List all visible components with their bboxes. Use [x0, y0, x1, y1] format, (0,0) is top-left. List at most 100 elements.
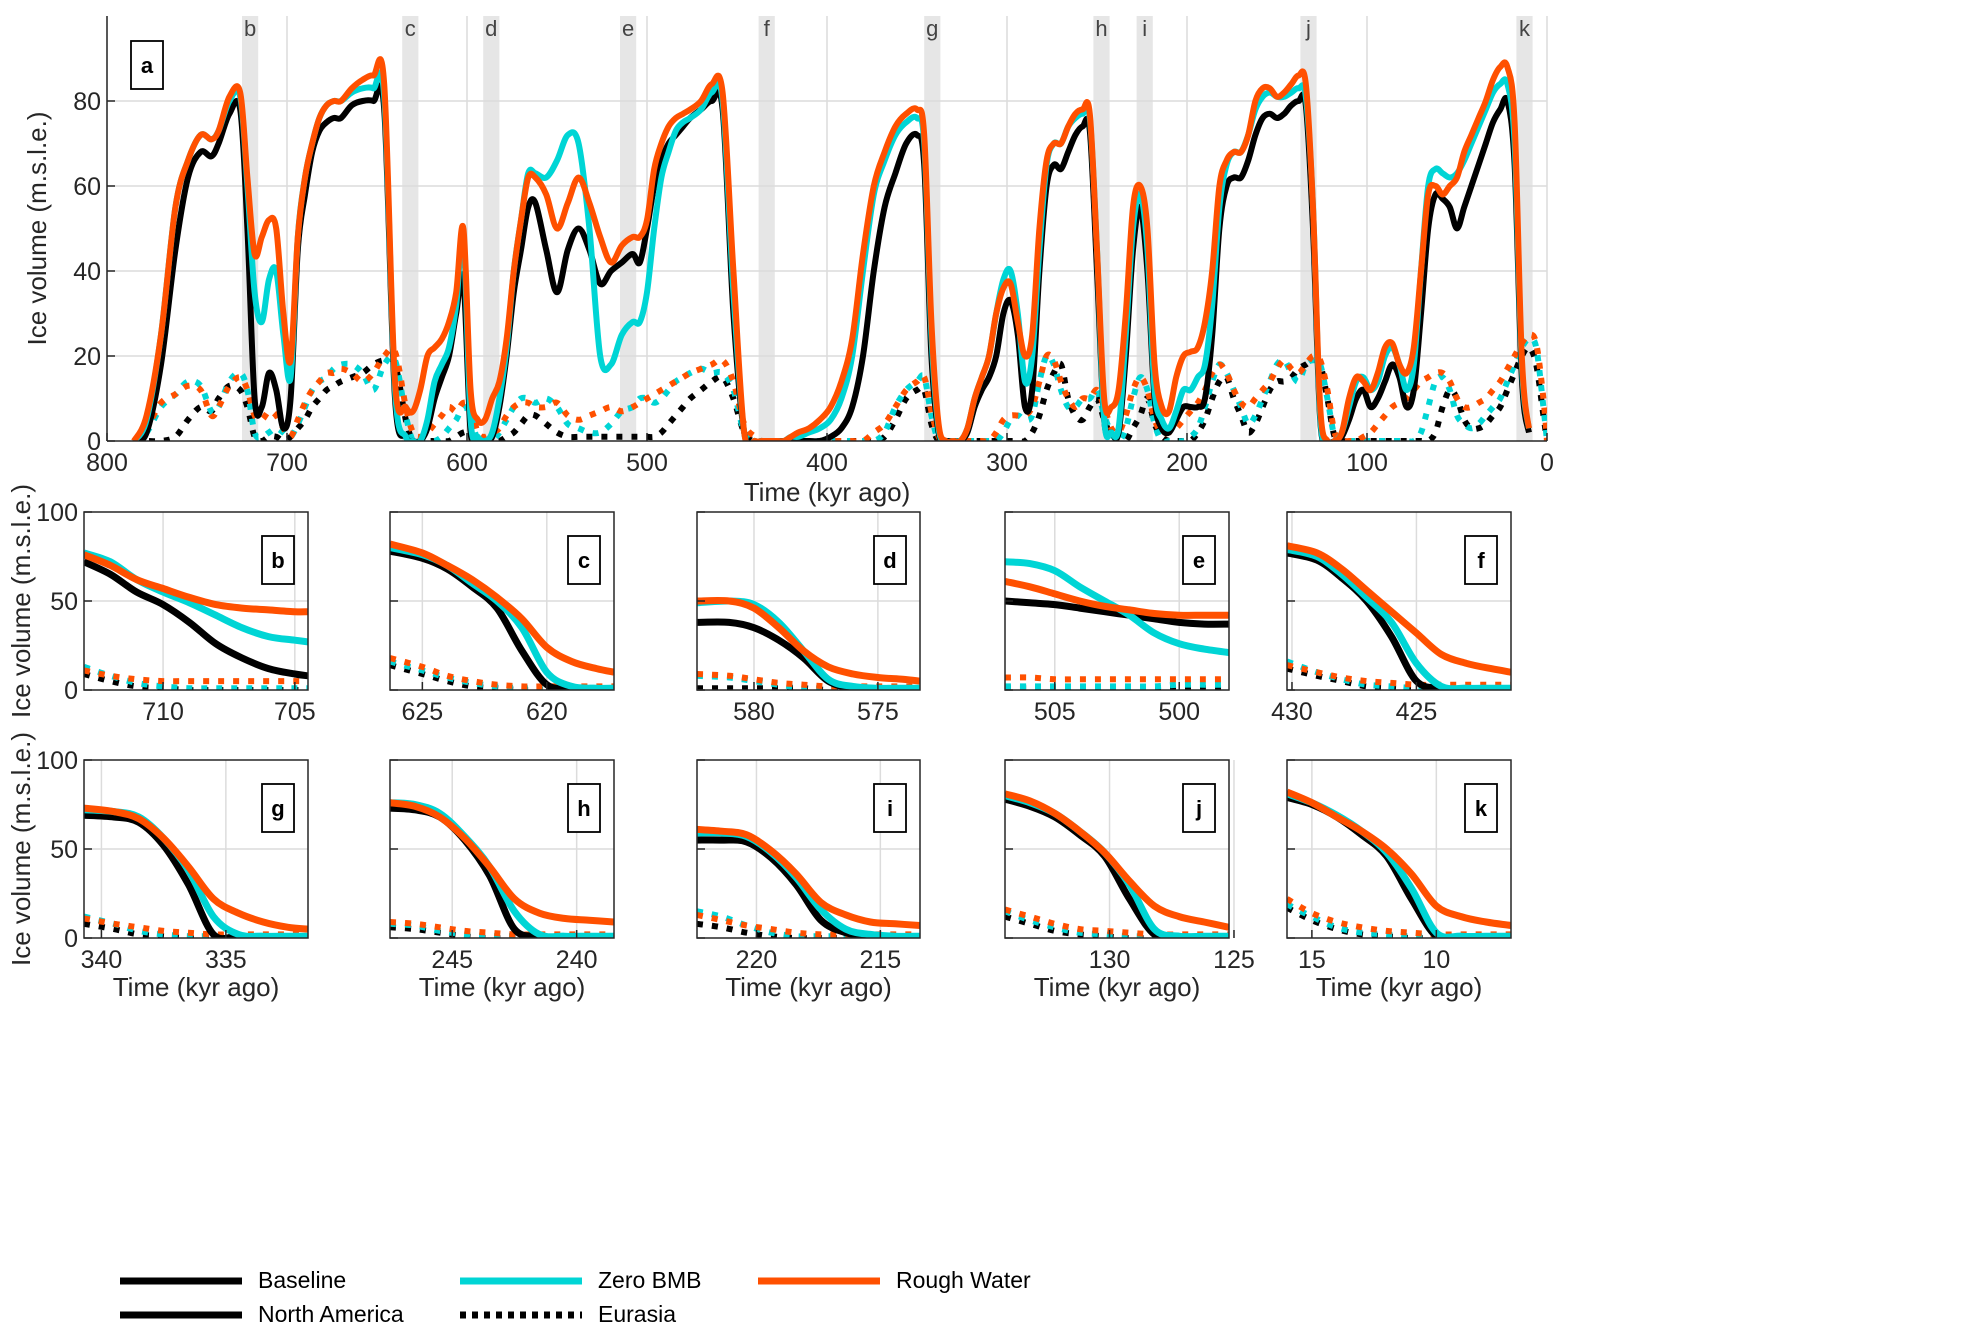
panel-label-box — [567, 783, 601, 833]
y-tick-label: 20 — [73, 343, 101, 371]
series-group — [131, 56, 1547, 441]
series-line-rough-water-north-america- — [1287, 542, 1511, 676]
panel-label: g — [271, 796, 284, 821]
x-tick-label: 575 — [857, 698, 899, 726]
panel-label-box — [261, 783, 295, 833]
series-line-baseline-north-america- — [84, 811, 308, 938]
x-tick-label: 705 — [274, 698, 316, 726]
panel-label-box — [1464, 783, 1498, 833]
y-tick-label: 50 — [50, 836, 78, 864]
y-tick-label: 80 — [73, 88, 101, 116]
x-axis-label: Time (kyr ago) — [1316, 972, 1483, 1002]
series-group — [697, 825, 920, 938]
x-tick-label: 340 — [81, 946, 123, 974]
series-group — [1005, 790, 1229, 938]
interval-label-f: f — [764, 16, 771, 41]
series-line-rough-water-north-america- — [390, 540, 614, 676]
legend-label: Rough Water — [896, 1267, 1031, 1293]
shaded-interval-e — [620, 16, 637, 441]
panel-a: b c d e f g h i j k 0 20 40 60 80 800 700 600 500 400 300 200… — [22, 16, 1554, 507]
x-tick-label: 335 — [205, 946, 247, 974]
y-tick-label: 50 — [50, 588, 78, 616]
y-tick-label: 60 — [73, 173, 101, 201]
series-group — [84, 549, 308, 690]
y-tick-label: 0 — [64, 925, 78, 953]
panel-label-box — [873, 535, 907, 585]
y-axis-label: Ice volume (m.s.l.e.) — [22, 111, 52, 345]
series-line-baseline-eurasia- — [697, 685, 920, 690]
x-tick-label: 710 — [142, 698, 184, 726]
shaded-interval-f — [758, 16, 775, 441]
series-line-rough-water-eurasia- — [84, 667, 308, 685]
interval-label-i: i — [1142, 16, 1147, 41]
series-line-rough-water-north-america- — [84, 804, 308, 933]
x-tick-label: 580 — [733, 698, 775, 726]
x-tick-label: 300 — [986, 449, 1028, 477]
panel-label-box — [1182, 783, 1216, 833]
series-group — [697, 596, 920, 690]
interval-label-k: k — [1519, 16, 1531, 41]
panel-label: j — [1195, 796, 1202, 821]
y-tick-label: 100 — [36, 747, 78, 775]
panel-label-box — [1464, 535, 1498, 585]
interval-label-e: e — [622, 16, 634, 41]
series-group — [84, 804, 308, 938]
series-line-rough-water-north-america- — [84, 551, 308, 616]
series-line-rough-water-north-america- — [697, 596, 920, 685]
x-tick-label: 620 — [526, 698, 568, 726]
panel-label: f — [1477, 548, 1485, 573]
series-line-rough-water-north-america- — [697, 825, 920, 929]
panel-label: k — [1475, 796, 1488, 821]
x-tick-label: 600 — [446, 449, 488, 477]
series-line-rough-water-eurasia- — [1287, 896, 1511, 938]
x-axis-label: Time (kyr ago) — [113, 972, 280, 1002]
interval-label-d: d — [485, 16, 497, 41]
x-tick-label: 100 — [1346, 449, 1388, 477]
panel-label-box — [1182, 535, 1216, 585]
panel-label: i — [887, 796, 893, 821]
x-tick-label: 245 — [431, 946, 473, 974]
series-group — [1005, 558, 1229, 690]
series-group — [1287, 788, 1511, 938]
panel-f: 430 425 f — [1271, 511, 1512, 726]
panel-label: c — [578, 548, 590, 573]
x-tick-label: 0 — [1540, 449, 1554, 477]
panel-label: a — [141, 53, 154, 78]
x-axis-label: Time (kyr ago) — [725, 972, 892, 1002]
y-tick-label: 0 — [64, 677, 78, 705]
panel-label: d — [883, 548, 896, 573]
shaded-interval-d — [483, 16, 500, 441]
x-tick-label: 430 — [1271, 698, 1313, 726]
series-line-rough-water-north-america- — [131, 56, 1532, 441]
panel-j: 130 125 Time (kyr ago) j — [1004, 759, 1255, 1002]
x-tick-label: 425 — [1396, 698, 1438, 726]
panel-label-box — [873, 783, 907, 833]
legend-item-rough-water: Rough Water — [758, 1267, 1031, 1293]
series-line-rough-water-north-america- — [390, 799, 614, 926]
series-group — [1287, 542, 1511, 690]
x-tick-label: 240 — [556, 946, 598, 974]
y-tick-label: 100 — [36, 499, 78, 527]
legend-item-north-america: North America — [120, 1301, 404, 1327]
y-tick-label: 40 — [73, 258, 101, 286]
legend-label: Eurasia — [598, 1301, 676, 1327]
x-tick-label: 500 — [1158, 698, 1200, 726]
y-axis-label: Ice volume (m.s.l.e.) — [6, 732, 36, 966]
panel-label: h — [577, 796, 590, 821]
x-tick-label: 125 — [1213, 946, 1255, 974]
panel-c: 625 620 c — [389, 511, 615, 726]
interval-label-b: b — [244, 16, 256, 41]
series-line-rough-water-north-america- — [1005, 577, 1229, 619]
series-line-rough-water-eurasia- — [1005, 674, 1229, 683]
series-line-zero-bmb-eurasia- — [1005, 681, 1229, 690]
x-tick-label: 220 — [736, 946, 778, 974]
series-line-rough-water-north-america- — [1287, 788, 1511, 929]
legend-label: Baseline — [258, 1267, 346, 1293]
series-line-baseline-north-america- — [84, 558, 308, 680]
y-axis-label: Ice volume (m.s.l.e.) — [6, 484, 36, 718]
